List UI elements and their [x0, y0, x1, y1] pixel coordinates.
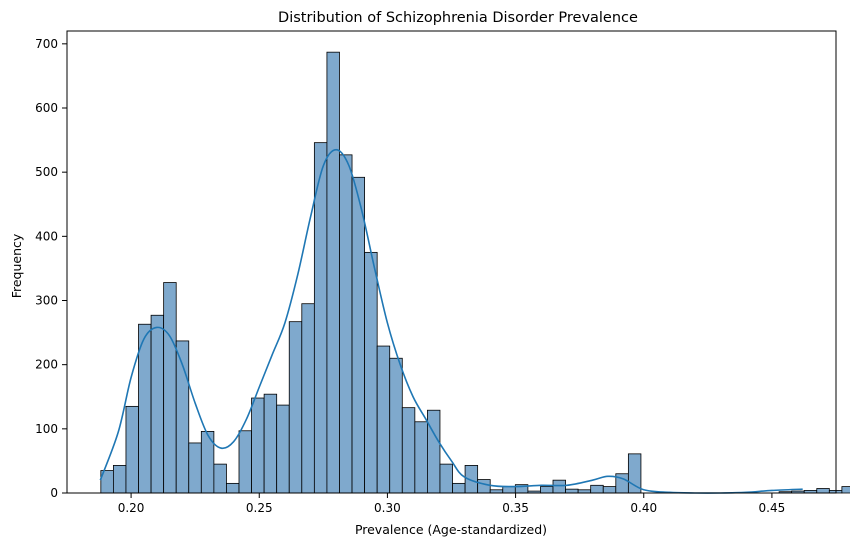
histogram-bar: [376, 345, 391, 494]
histogram-bar: [401, 407, 416, 494]
kde-curve: [99, 148, 803, 494]
histogram-bar: [540, 486, 554, 494]
histogram-bar: [414, 421, 428, 494]
histogram-bar: [163, 282, 177, 494]
histogram-bar: [326, 51, 340, 494]
histogram-bar: [452, 482, 466, 494]
histogram-bar: [125, 405, 139, 494]
histogram-bar: [364, 251, 378, 494]
histogram-bar: [339, 154, 353, 494]
x-tick-label: 0.40: [630, 501, 657, 515]
x-tick-label: 0.30: [374, 501, 401, 515]
y-tick-label: 300: [35, 294, 58, 308]
histogram-bar: [213, 463, 227, 494]
histogram-bar: [276, 404, 290, 494]
histogram-bar: [841, 486, 850, 494]
histogram-bar: [565, 488, 579, 494]
y-tick-label: 500: [35, 165, 58, 179]
histogram-bar: [502, 486, 516, 494]
histogram-bar: [427, 409, 441, 494]
histogram-bar: [602, 486, 617, 494]
histogram-bar: [552, 479, 566, 494]
histogram-bar: [439, 463, 453, 494]
y-axis-label: Frequency: [9, 233, 24, 298]
histogram-bar: [263, 393, 278, 494]
histogram-bar: [112, 465, 127, 494]
histogram-bar: [477, 479, 491, 494]
y-tick-label: 0: [50, 486, 58, 500]
chart-title: Distribution of Schizophrenia Disorder P…: [278, 10, 638, 26]
histogram-bar: [226, 482, 240, 494]
histogram-bar: [150, 314, 165, 494]
y-tick-label: 200: [35, 358, 58, 372]
histogram-bar: [251, 397, 265, 494]
histogram-bars: [100, 51, 850, 494]
histogram-bar: [816, 488, 830, 494]
y-tick-label: 400: [35, 229, 58, 243]
histogram-bar: [590, 484, 604, 494]
histogram-bar: [389, 357, 403, 494]
x-tick-label: 0.20: [118, 501, 145, 515]
axes: 0.20 0.25 0.30 0.35 0.40 0.45 0 100 200 300 400 500…: [35, 30, 837, 515]
x-tick-label: 0.35: [502, 501, 529, 515]
plot-frame: [66, 30, 837, 494]
x-axis-label: Prevalence (Age-standardized): [355, 522, 547, 537]
histogram-bar: [351, 176, 366, 494]
y-tick-label: 100: [35, 422, 58, 436]
histogram-bar: [301, 303, 315, 494]
y-tick-label: 700: [35, 37, 58, 51]
histogram-bar: [188, 442, 202, 494]
x-tick-label: 0.25: [246, 501, 273, 515]
histogram-bar: [238, 430, 252, 494]
x-tick-label: 0.45: [759, 501, 786, 515]
histogram-bar: [288, 321, 303, 494]
y-tick-label: 600: [35, 101, 58, 115]
